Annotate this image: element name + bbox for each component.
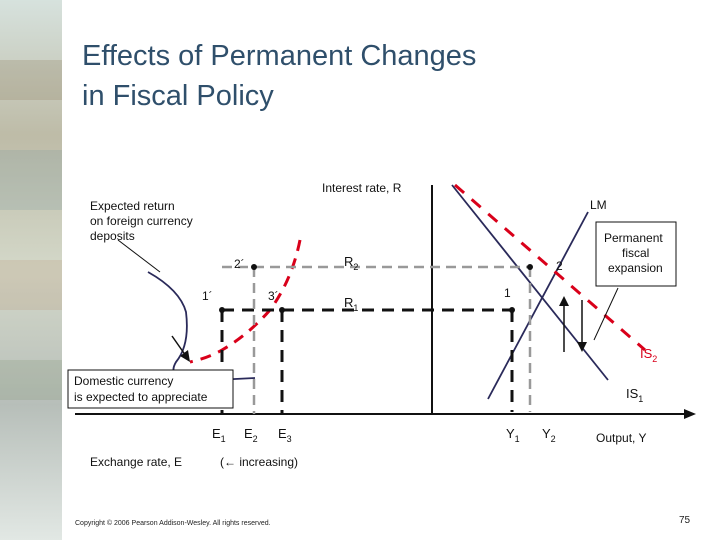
output-axis-arrowhead: [684, 409, 696, 419]
is-shift-arrowhead-down: [577, 342, 587, 352]
copyright-notice: Copyright © 2006 Pearson Addison-Wesley.…: [75, 520, 271, 527]
expected-return-shifted-curve: [189, 239, 302, 364]
is-shift-arrowhead-up: [559, 296, 569, 306]
lm-curve: [487, 211, 589, 400]
slide-title: Effects of Permanent Changes in Fiscal P…: [82, 36, 642, 116]
expected-return-pointer: [117, 239, 161, 273]
r2-label: R2: [344, 254, 358, 272]
title-line-2: in Fiscal Policy: [82, 80, 274, 112]
point-3prime-label: 3´: [268, 289, 279, 303]
increasing-label: (← increasing): [220, 455, 298, 469]
e3-label: E3: [278, 426, 292, 444]
expected-return-label-3: deposits: [90, 229, 135, 243]
slide-number: 75: [679, 515, 691, 526]
lm-label: LM: [590, 198, 607, 212]
domestic-label-1: Domestic currency: [74, 374, 173, 388]
point-1prime-label: 1´: [202, 289, 213, 303]
point-1prime: [219, 307, 225, 313]
title-line-1: Effects of Permanent Changes: [82, 40, 477, 72]
fiscal-label-1: Permanent: [604, 231, 663, 245]
fiscal-pointer: [593, 287, 619, 341]
is2-label: IS2: [640, 346, 657, 364]
fiscal-label-2: fiscal: [622, 246, 649, 260]
fiscal-expansion-box: [595, 221, 677, 287]
e1-label: E1: [212, 426, 226, 444]
is2-curve: [454, 183, 646, 352]
output-axis-label: Output, Y: [596, 431, 646, 445]
domestic-label-2: is expected to appreciate: [74, 390, 208, 404]
point-1: [509, 307, 515, 313]
point-2-label: 2: [556, 259, 563, 273]
er-shift-arrowhead: [180, 350, 190, 362]
point-2prime: [251, 264, 257, 270]
point-1-label: 1: [504, 286, 511, 300]
point-3prime: [279, 307, 285, 313]
decorative-stripe: [0, 0, 62, 540]
interest-axis-label: Interest rate, R: [322, 181, 402, 195]
y1-label: Y1: [506, 426, 520, 444]
point-2: [527, 264, 533, 270]
er-shift-arrow-line: [171, 335, 187, 357]
exchange-axis-label: Exchange rate, E: [90, 455, 182, 469]
r1-label: R1: [344, 295, 358, 313]
is1-label: IS1: [626, 386, 643, 404]
y2-label: Y2: [542, 426, 556, 444]
domestic-currency-box: [67, 369, 234, 409]
expected-return-label-1: Expected return: [90, 199, 175, 213]
point-2prime-label: 2´: [234, 257, 245, 271]
fiscal-label-3: expansion: [608, 261, 663, 275]
expected-return-label-2: on foreign currency: [90, 214, 193, 228]
e2-label: E2: [244, 426, 258, 444]
